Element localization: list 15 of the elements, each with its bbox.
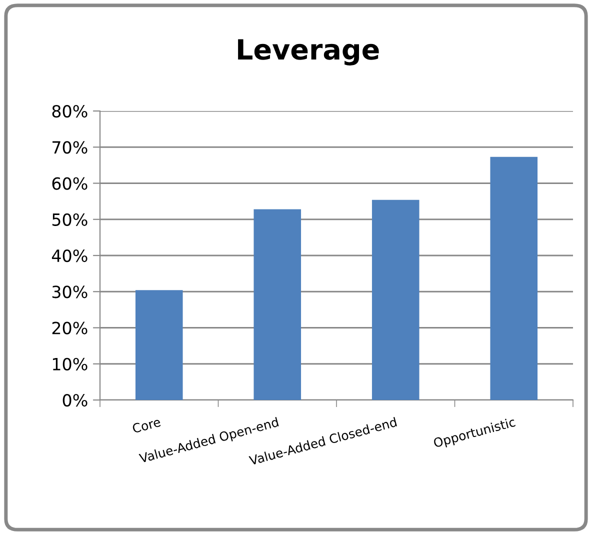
y-tick-label: 40%	[52, 249, 88, 262]
y-tick-label: 10%	[52, 358, 88, 370]
bar	[490, 156, 538, 400]
y-tick-label: 0%	[62, 394, 88, 407]
y-tick-label: 80%	[52, 104, 88, 118]
bar	[135, 290, 183, 400]
x-tick-label: Core	[132, 417, 161, 434]
y-tick-label: 30%	[52, 286, 88, 298]
chart-title: Leverage	[238, 39, 379, 66]
y-tick-label: 20%	[52, 322, 88, 334]
y-tick-label: 70%	[52, 141, 88, 154]
bar	[372, 200, 420, 400]
y-tick-label: 50%	[52, 213, 88, 226]
y-tick-label: 60%	[52, 177, 88, 190]
bar	[254, 209, 302, 400]
